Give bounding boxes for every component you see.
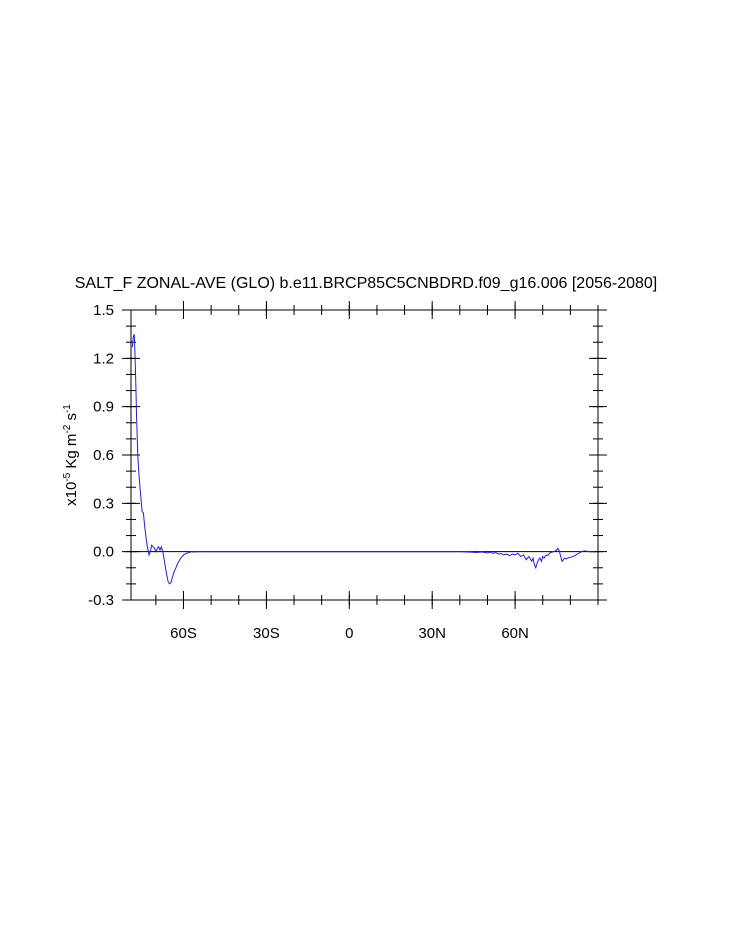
y-axis-label-exp1: -5 [62, 472, 73, 481]
x-tick-label: 60S [170, 625, 197, 642]
y-tick-label: 1.5 [93, 302, 114, 319]
y-tick-label: 0.0 [93, 544, 114, 561]
y-tick-label: 1.2 [93, 350, 114, 367]
y-tick-label: -0.3 [88, 592, 114, 609]
x-tick-label: 30S [253, 625, 280, 642]
plot-frame [130, 309, 599, 601]
y-axis-label: x10-5 Kg m-2 s-1 [62, 404, 80, 506]
svg-text:x10-5 Kg m-2 s-1: x10-5 Kg m-2 s-1 [62, 404, 80, 506]
series-line [131, 334, 596, 585]
chart-title: SALT_F ZONAL-AVE (GLO) b.e11.BRCP85C5CNB… [75, 275, 658, 292]
y-axis-label-unit1: Kg m [63, 434, 80, 473]
y-axis-label-exp3: -1 [62, 404, 73, 413]
y-axis-label-base: x10 [63, 482, 80, 506]
x-tick-label: 60N [501, 625, 529, 642]
y-axis-label-exp2: -2 [62, 424, 73, 433]
y-axis-label-unit2: s [63, 413, 80, 425]
x-tick-label: 0 [345, 625, 353, 642]
y-tick-label: 0.6 [93, 447, 114, 464]
y-tick-label: 0.3 [93, 495, 114, 512]
y-tick-label: 0.9 [93, 399, 114, 416]
x-tick-label: 30N [418, 625, 446, 642]
plot-area: -0.3 0.0 0.3 0.6 0.9 1.2 1.5 60S 30S 0 30N 60N [88, 301, 607, 642]
